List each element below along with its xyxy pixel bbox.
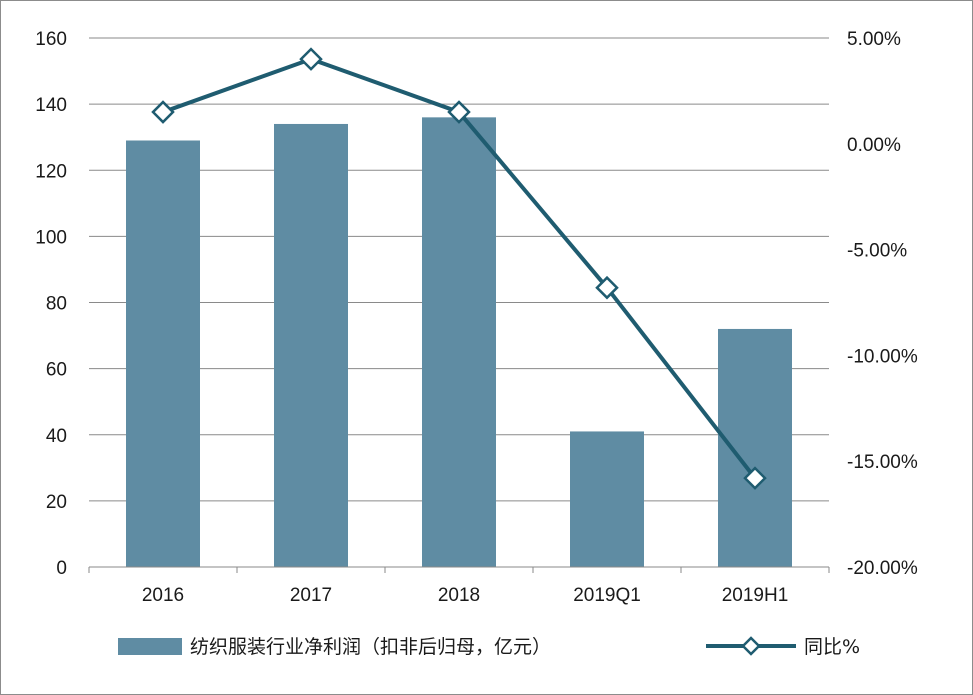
y-left-tick-label: 40 xyxy=(46,426,67,447)
x-tick-label: 2016 xyxy=(142,585,184,606)
legend-bar-label: 纺织服装行业净利润（扣非后归母，亿元） xyxy=(190,636,551,658)
x-tick-label: 2019H1 xyxy=(722,585,789,606)
line-point-marker xyxy=(743,466,767,490)
axes: 0 20 40 60 80 100 120 140 160 -20.00% -15.00% -10.0… xyxy=(35,29,918,606)
y-right-tick-label: -5.00% xyxy=(847,241,907,262)
y-right-tick-label: 5.00% xyxy=(847,29,901,50)
line-point-marker xyxy=(595,275,619,300)
line-series xyxy=(151,47,767,490)
y-left-tick-label: 60 xyxy=(46,360,67,381)
y-right-tick-label: -15.00% xyxy=(847,452,918,473)
bar xyxy=(422,117,496,567)
y-left-tick-label: 100 xyxy=(35,227,67,248)
y-right-tick-label: -20.00% xyxy=(847,558,918,579)
y-right-tick-label: 0.00% xyxy=(847,135,901,156)
y-left-tick-label: 80 xyxy=(46,294,67,315)
y-left-tick-label: 120 xyxy=(35,161,67,182)
y-left-tick-label: 0 xyxy=(56,558,67,579)
x-tick-label: 2017 xyxy=(290,585,332,606)
bar xyxy=(570,431,644,567)
y-left-tick-label: 140 xyxy=(35,95,67,116)
legend: 纺织服装行业净利润（扣非后归母，亿元） 同比% xyxy=(118,636,860,658)
legend-bar-swatch xyxy=(118,638,182,655)
x-tick-label: 2018 xyxy=(438,585,480,606)
line-point-marker xyxy=(447,100,471,124)
y-left-tick-label: 160 xyxy=(35,29,67,50)
legend-diamond-marker-icon xyxy=(741,636,761,656)
line-point-marker xyxy=(151,100,175,124)
x-tick-label: 2019Q1 xyxy=(573,585,641,606)
bar-series xyxy=(126,117,792,568)
bar xyxy=(274,123,348,568)
bar xyxy=(126,140,200,567)
y-right-tick-label: -10.00% xyxy=(847,346,918,367)
legend-line-label: 同比% xyxy=(804,636,860,658)
line-point-marker xyxy=(299,47,323,71)
y-left-tick-label: 20 xyxy=(46,492,67,513)
